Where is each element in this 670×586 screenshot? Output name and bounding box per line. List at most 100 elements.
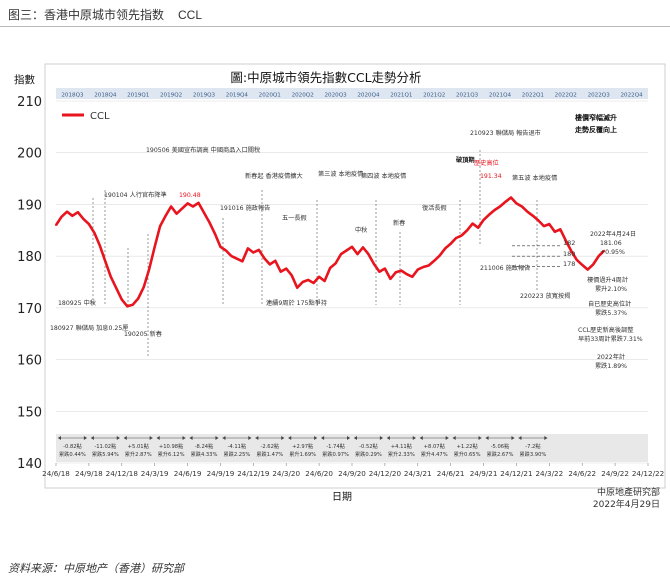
data-point-2019-11-10 (252, 251, 255, 254)
annotation-high: 歷史高位 (474, 159, 499, 167)
data-point-2018-09-02 (82, 218, 85, 220)
change-value-12: +1.22點 (457, 442, 478, 450)
x-axis-ticks: 24/6/18 24/9/18 24/12/18 24/3/19 24/6/19 24/9… (42, 463, 664, 478)
change-arrowheads-3 (156, 436, 186, 440)
change-arrowheads-9 (354, 436, 383, 440)
data-point-2021-04-11 (455, 237, 457, 239)
x-tick-label-5: 24/9/19 (207, 469, 235, 478)
x-tick-label-6: 24/12/19 (237, 469, 270, 478)
x-tick-label-16: 24/6/22 (568, 469, 596, 478)
data-point-2022-04-24 (603, 249, 605, 252)
change-pct-7: 累升1.69% (289, 450, 316, 458)
stats-line-11: 累跌1.89% (595, 362, 627, 370)
data-point-2019-09-15 (230, 255, 233, 257)
data-point-2021-04-25 (460, 234, 463, 237)
caption-divider (0, 26, 670, 27)
data-point-2020-03-15 (301, 281, 304, 283)
annotation-cny21: 新春 (393, 219, 405, 227)
change-arrowheads-12 (452, 436, 482, 440)
y-axis-label: 指數 (14, 73, 35, 86)
change-arrowheads-2 (123, 436, 153, 440)
quarter-label-2021Q4: 2021Q4 (489, 93, 512, 99)
change-arrowheads-5 (222, 436, 252, 440)
y-tick-190: 190 (17, 198, 42, 213)
data-point-2020-01-19 (279, 270, 282, 273)
annotation-break: 破頂期 (456, 156, 475, 164)
data-point-2021-12-19 (553, 230, 556, 233)
change-value-3: +10.98點 (159, 442, 183, 450)
chart-frame (44, 63, 666, 489)
change-value-9: -0.52點 (359, 442, 378, 450)
change-arrowheads-6 (255, 436, 285, 440)
data-point-2019-08-18 (219, 245, 222, 248)
change-pct-13: 累跌2.67% (487, 450, 514, 458)
change-arrowheads-0 (58, 436, 87, 440)
data-point-2019-03-03 (153, 245, 156, 248)
quarter-label-2021Q3: 2021Q3 (456, 93, 479, 99)
data-point-2020-12-20 (411, 275, 414, 278)
data-point-2021-11-07 (537, 219, 540, 222)
x-tick-label-10: 24/12/20 (369, 469, 402, 478)
change-value-1: -11.02點 (94, 442, 116, 450)
annotation-wave5: 第五波 本地疫情 (512, 174, 557, 182)
change-arrowheads-13 (485, 436, 515, 440)
data-point-2020-11-22 (400, 269, 403, 272)
data-point-2019-03-17 (159, 225, 162, 228)
data-point-2021-01-31 (427, 264, 430, 267)
data-point-2018-07-22 (66, 210, 68, 213)
y-axis-ticks: 140 150 160 170 180 190 200 210 (17, 95, 42, 472)
x-tick-label-11: 24/3/21 (404, 469, 432, 478)
x-tick-label-13: 24/9/21 (470, 469, 498, 478)
quarter-label-2020Q4: 2020Q4 (357, 93, 380, 99)
data-point-2019-01-06 (131, 303, 134, 306)
quarter-label-2022Q3: 2022Q3 (588, 93, 611, 99)
data-point-2018-10-28 (104, 260, 107, 263)
data-point-2019-03-31 (164, 214, 167, 217)
data-point-2021-06-06 (477, 226, 479, 229)
stats-line-8: CCL歷史新高後調整 (578, 326, 633, 334)
quarter-label-2020Q1: 2020Q1 (259, 93, 282, 99)
quarter-label-2020Q3: 2020Q3 (324, 93, 347, 99)
data-point-2019-05-26 (186, 202, 189, 205)
change-value-13: -5.06點 (491, 442, 510, 450)
data-point-2019-06-09 (192, 205, 194, 208)
annotation-190104: 190104 人行官布降準 (104, 191, 167, 199)
change-band (56, 434, 648, 462)
data-point-2019-08-04 (214, 233, 216, 235)
stats-line-7: 累跌5.37% (595, 309, 627, 317)
data-point-2020-03-29 (307, 279, 309, 281)
quarter-label-2019Q3: 2019Q3 (193, 93, 216, 99)
data-point-2019-10-27 (247, 247, 249, 250)
annotation-relax: 220223 放寬按揭 (520, 292, 570, 300)
x-tick-label-3: 24/3/19 (141, 469, 169, 478)
change-pct-10: 累升2.33% (388, 450, 415, 458)
stats-line-5: 累升2.10% (595, 285, 627, 293)
quarter-label-2018Q3: 2018Q3 (61, 93, 84, 99)
change-value-7: +2.97點 (292, 442, 313, 450)
data-point-2020-02-02 (285, 267, 288, 270)
data-point-2018-10-14 (99, 244, 101, 247)
data-point-2021-02-14 (433, 259, 436, 262)
change-arrowheads-1 (90, 436, 120, 440)
annotation-high-value: 191.34 (480, 173, 502, 180)
data-point-2020-05-10 (323, 280, 326, 282)
data-point-2019-07-07 (203, 211, 205, 214)
quarter-labels: 2018Q3 2018Q4 2019Q1 2019Q2 2019Q3 2019Q4 2020… (61, 93, 643, 99)
x-tick-label-0: 24/6/18 (42, 469, 70, 478)
annotation-trend-2: 走勢反覆向上 (575, 125, 617, 134)
data-point-2021-08-01 (499, 205, 501, 208)
data-point-2020-05-24 (329, 267, 331, 269)
data-point-2021-05-09 (466, 229, 468, 232)
data-point-2020-07-05 (345, 249, 348, 252)
data-point-2019-09-01 (225, 249, 227, 252)
annotation-easter: 復活長假 (422, 204, 447, 212)
x-tick-label-15: 24/3/22 (535, 469, 563, 478)
annotation-190620: 190.48 (179, 192, 201, 199)
data-point-2019-01-20 (137, 297, 140, 300)
quarter-label-2022Q2: 2022Q2 (555, 93, 577, 99)
data-point-2021-07-04 (488, 213, 490, 216)
annotations: 180925 中秋 180927 聯儲局 加息0.25厘 190104 人行官布… (50, 113, 643, 370)
data-point-2021-05-23 (471, 222, 474, 225)
annotation-policy: 211006 施政報告 (480, 264, 530, 272)
